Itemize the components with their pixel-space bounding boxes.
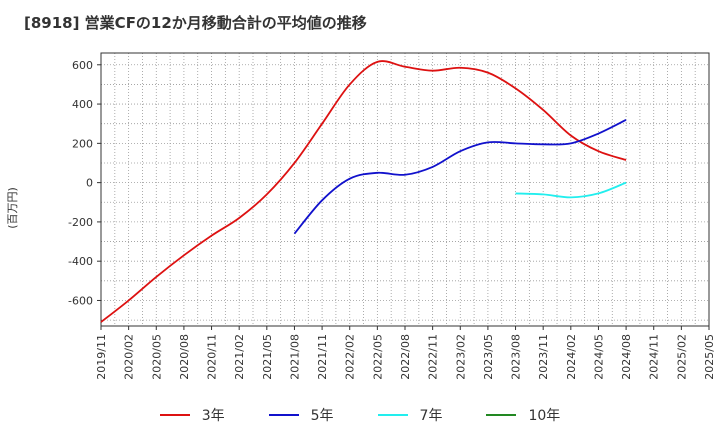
x-tick-label: 2022/05 (371, 334, 384, 380)
legend-label: 3年 (201, 408, 225, 424)
x-tick-label: 2020/02 (123, 334, 136, 380)
x-tick-label: 2025/05 (703, 334, 716, 380)
x-tick-label: 2023/08 (510, 334, 523, 380)
x-tick-label: 2020/05 (150, 334, 163, 380)
series-line-3 (515, 181, 627, 199)
plot-area (101, 53, 709, 326)
y-tick-label: -600 (68, 294, 93, 307)
x-tick-label: 2021/05 (261, 334, 274, 380)
chart-plot: 600 400 200 0 -200 -400 -600 2019/11 2020/02 2020… (6, 52, 716, 380)
series-lines (100, 60, 627, 323)
y-tick-label: 400 (72, 98, 93, 111)
x-tick-label: 2023/05 (482, 334, 495, 380)
legend-swatch (486, 414, 517, 416)
chart-title: [8918] 営業CFの12か月移動合計の平均値の推移 (24, 14, 367, 32)
x-tick-label: 2024/05 (592, 334, 605, 380)
series-line-1 (100, 60, 627, 323)
y-tick-label: 600 (72, 59, 93, 72)
grid-lines (100, 53, 710, 326)
x-tick-label: 2024/11 (648, 334, 661, 380)
x-tick-label: 2024/02 (565, 334, 578, 380)
x-tick-label: 2020/11 (206, 334, 219, 380)
legend-item: 5年 (268, 405, 334, 425)
y-tick-label: 0 (86, 177, 93, 190)
x-tick-label: 2023/11 (537, 334, 550, 380)
y-tick-label: -400 (68, 255, 93, 268)
x-tick-label: 2019/11 (95, 334, 108, 380)
legend-item: 10年 (486, 405, 560, 425)
x-tick-label: 2021/08 (288, 334, 301, 380)
legend-item: 7年 (377, 405, 443, 425)
x-tick-label: 2022/11 (427, 334, 440, 380)
legend-label: 7年 (419, 408, 443, 424)
x-tick-label: 2021/02 (233, 334, 246, 380)
x-tick-label: 2024/08 (620, 334, 633, 380)
series-line-2 (293, 118, 627, 235)
y-axis-label: (百万円) (6, 187, 19, 229)
legend-label: 5年 (310, 408, 334, 424)
x-tick-label: 2023/02 (454, 334, 467, 380)
legend: 3年 5年 7年 10年 (0, 400, 720, 430)
x-tick-label: 2020/08 (178, 334, 191, 380)
y-tick-label: 200 (72, 137, 93, 150)
x-tick-label: 2021/11 (316, 334, 329, 380)
legend-label: 10年 (528, 408, 561, 424)
legend-swatch (377, 414, 408, 416)
legend-swatch (268, 414, 299, 416)
y-tick-label: -200 (68, 216, 93, 229)
x-tick-label: 2025/02 (675, 334, 688, 380)
x-tick-label: 2022/02 (344, 334, 357, 380)
axes: 600 400 200 0 -200 -400 -600 2019/11 2020/02 2020… (68, 52, 716, 380)
legend-item: 3年 (159, 405, 225, 425)
x-tick-label: 2022/08 (399, 334, 412, 380)
legend-swatch (159, 414, 190, 416)
